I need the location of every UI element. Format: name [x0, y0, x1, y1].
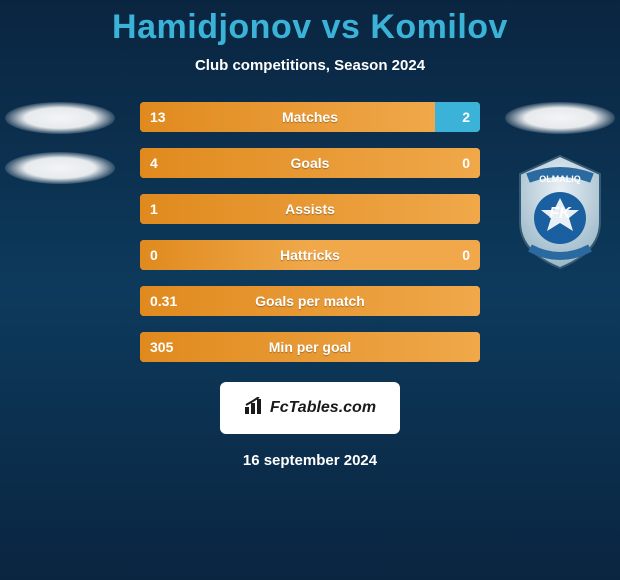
page-title: Hamidjonov vs Komilov	[0, 0, 620, 47]
svg-text:FK: FK	[549, 205, 572, 222]
player-right-avatar-placeholder	[505, 102, 615, 134]
stat-row: 305Min per goal	[140, 332, 480, 362]
stat-right-value: 0	[449, 240, 480, 270]
date-text: 16 september 2024	[0, 452, 620, 469]
fctables-text: FcTables.com	[270, 399, 376, 417]
svg-text:OLMALIQ: OLMALIQ	[539, 174, 581, 184]
stat-row: 40Goals	[140, 148, 480, 178]
stat-row: 0.31Goals per match	[140, 286, 480, 316]
comparison-content: OLMALIQ FK 132Matches40Goals1Assists00Ha…	[0, 102, 620, 362]
comparison-bars: 132Matches40Goals1Assists00Hattricks0.31…	[140, 102, 480, 362]
stat-label: Goals	[291, 155, 330, 171]
stat-right-value: 2	[435, 102, 480, 132]
player-left-column	[0, 102, 120, 184]
stat-label: Goals per match	[255, 293, 365, 309]
stat-label: Assists	[285, 201, 335, 217]
stat-right-value: 0	[449, 148, 480, 178]
chart-icon	[244, 397, 266, 420]
stat-label: Min per goal	[269, 339, 351, 355]
stat-row: 1Assists	[140, 194, 480, 224]
player-left-avatar-placeholder	[5, 102, 115, 134]
page-subtitle: Club competitions, Season 2024	[0, 57, 620, 74]
stat-row: 132Matches	[140, 102, 480, 132]
player-left-badge-placeholder	[5, 152, 115, 184]
stat-label: Matches	[282, 109, 338, 125]
fctables-badge: FcTables.com	[220, 382, 400, 434]
player-right-column: OLMALIQ FK	[500, 102, 620, 272]
stat-label: Hattricks	[280, 247, 340, 263]
player-right-club-badge: OLMALIQ FK	[510, 152, 610, 272]
stat-row: 00Hattricks	[140, 240, 480, 270]
